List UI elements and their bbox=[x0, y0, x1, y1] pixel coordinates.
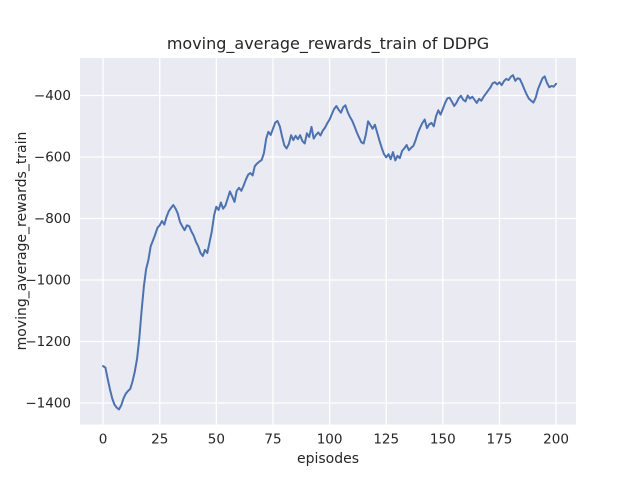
y-tick-label: −600 bbox=[34, 150, 71, 166]
x-tick-label: 75 bbox=[264, 432, 281, 448]
y-tick-label: −1400 bbox=[25, 395, 71, 411]
y-tick-label: −400 bbox=[34, 88, 71, 104]
series-line bbox=[102, 74, 558, 411]
x-tick-label: 125 bbox=[373, 432, 399, 448]
y-tick-label: −800 bbox=[34, 211, 71, 227]
x-tick-label: 175 bbox=[487, 432, 513, 448]
x-tick-label: 50 bbox=[208, 432, 225, 448]
x-tick-label: 100 bbox=[317, 432, 343, 448]
x-tick-label: 200 bbox=[543, 432, 569, 448]
x-tick-label: 0 bbox=[99, 432, 108, 448]
x-tick-label: 25 bbox=[151, 432, 168, 448]
axes-background bbox=[80, 58, 576, 425]
x-axis-label: episodes bbox=[296, 451, 360, 467]
y-tick-label: −1000 bbox=[25, 272, 71, 288]
x-tick-label: 150 bbox=[430, 432, 456, 448]
chart-title: moving_average_rewards_train of DDPG bbox=[166, 34, 490, 53]
y-tick-label: −1200 bbox=[25, 334, 71, 350]
